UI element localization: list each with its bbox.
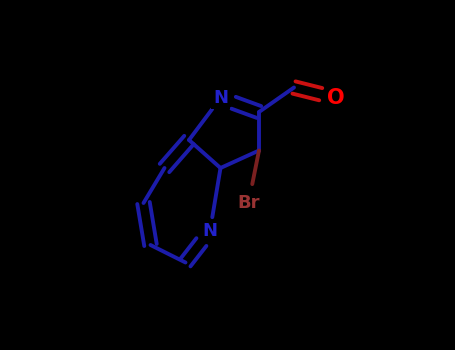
Text: N: N xyxy=(202,222,217,240)
Text: O: O xyxy=(327,88,345,108)
Text: Br: Br xyxy=(237,194,260,212)
Text: N: N xyxy=(213,89,228,107)
